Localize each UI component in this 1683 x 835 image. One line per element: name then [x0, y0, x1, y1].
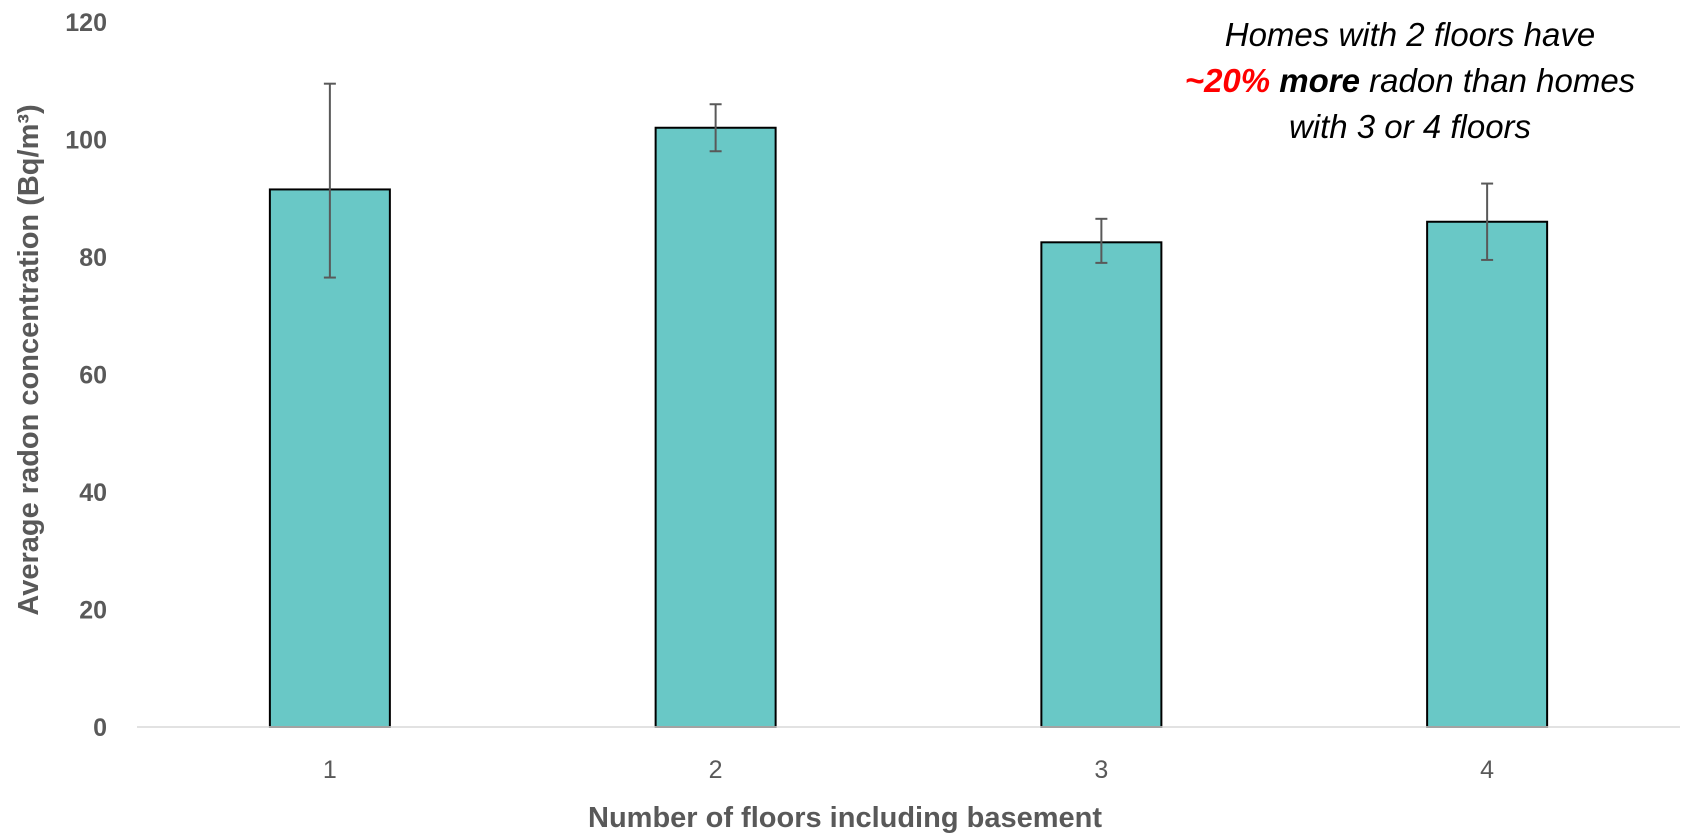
- y-tick-label: 80: [79, 244, 107, 272]
- error-bar: [323, 82, 336, 279]
- y-axis-ticks: 0 20 40 60 80 100 120: [65, 9, 107, 742]
- bar: [1040, 241, 1163, 728]
- x-tick-label: 1: [323, 756, 337, 784]
- annotation-line-2: ~20% more radon than homes: [1130, 58, 1683, 104]
- y-tick-label: 20: [79, 597, 107, 625]
- error-bars: [323, 82, 1494, 279]
- y-tick-label: 60: [79, 362, 107, 390]
- annotation-highlight: ~20%: [1184, 62, 1271, 99]
- x-tick-label: 2: [709, 756, 723, 784]
- error-bar: [1481, 182, 1494, 261]
- y-axis-title: Average radon concentration (Bq/m³): [13, 104, 45, 615]
- bar: [654, 126, 777, 728]
- annotation-line-3: with 3 or 4 floors: [1288, 108, 1532, 145]
- bar: [1426, 220, 1549, 728]
- x-tick-label: 3: [1094, 756, 1108, 784]
- bars: [268, 126, 1549, 728]
- y-tick-label: 100: [65, 127, 107, 155]
- annotation-line-1: Homes with 2 floors have: [1224, 16, 1596, 53]
- x-axis-ticks: 1 2 3 4: [323, 756, 1494, 784]
- chart-annotation: Homes with 2 floors have ~20% more radon…: [1130, 12, 1683, 150]
- error-bar: [1095, 217, 1108, 264]
- annotation-rest: radon than homes: [1369, 62, 1636, 99]
- y-tick-label: 120: [65, 9, 107, 37]
- error-bar: [709, 103, 722, 153]
- y-tick-label: 0: [93, 714, 107, 742]
- x-axis-title: Number of floors including basement: [588, 802, 1102, 834]
- bar: [268, 188, 391, 728]
- annotation-bold: more: [1279, 62, 1360, 99]
- x-tick-label: 4: [1480, 756, 1494, 784]
- y-tick-label: 40: [79, 479, 107, 507]
